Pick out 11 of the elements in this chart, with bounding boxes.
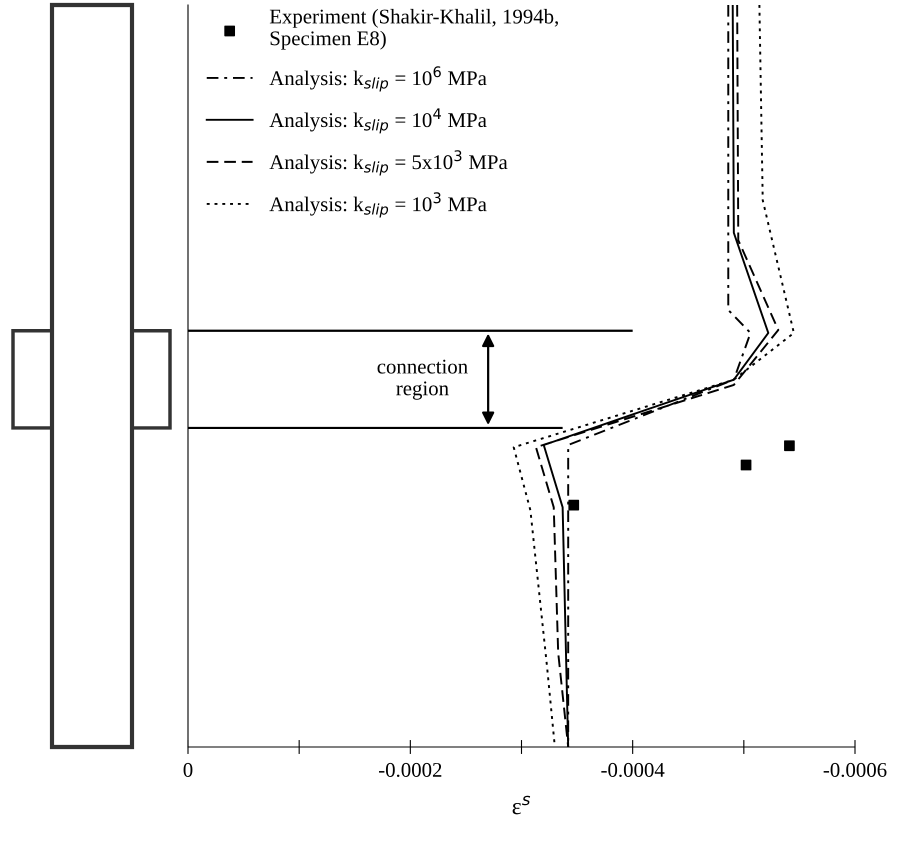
x-tick-label: -0.0002 (378, 762, 442, 778)
x-axis-title: ε$^{s}$ (512, 796, 530, 814)
legend-label: Analysis: k$_{slip}$ = 10$^{3}$ MPa (269, 192, 487, 218)
legend-label: Analysis: k$_{slip}$ = 5x10$^{3}$ MPa (269, 150, 508, 176)
legend-label: Analysis: k$_{slip}$ = 10$^{4}$ MPa (269, 108, 487, 134)
x-tick-label: -0.0004 (601, 762, 664, 778)
annotation: connection region (378, 360, 468, 400)
x-tick-label: 0 (184, 762, 192, 777)
legend-label: Experiment (Shakir-Khalil, 1994b, Specimen E8) (270, 8, 558, 50)
legend-label: Analysis: k$_{slip}$ = 10$^{6}$ MPa (269, 66, 487, 92)
x-tick-label: -0.0006 (824, 762, 886, 778)
